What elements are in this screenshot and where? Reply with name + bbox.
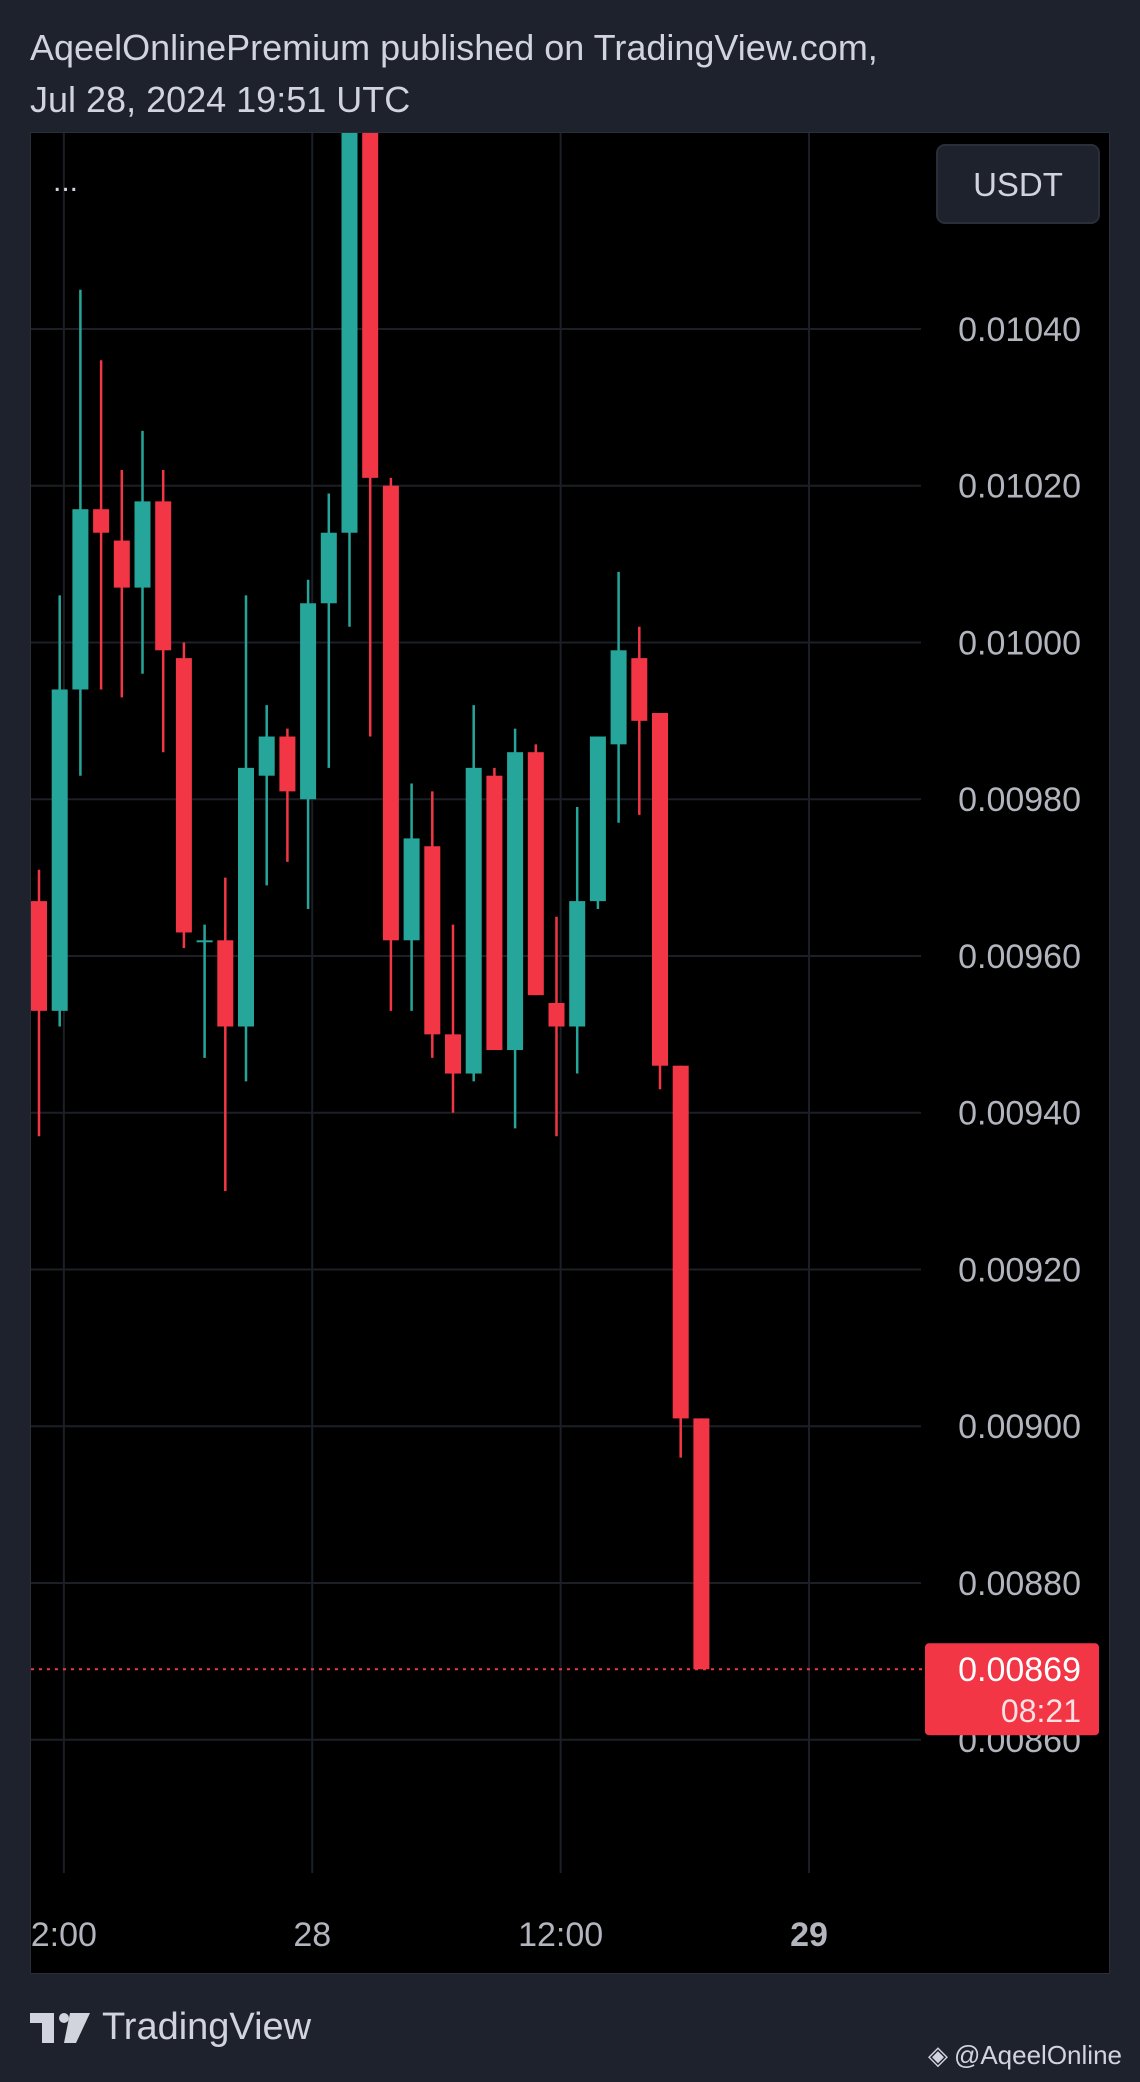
currency-label: USDT (973, 166, 1063, 203)
candle-body[interactable] (72, 509, 89, 690)
last-price-box (925, 1643, 1099, 1736)
candle-body[interactable] (279, 736, 296, 792)
candle-body[interactable] (445, 1034, 461, 1074)
currency-button[interactable] (936, 144, 1100, 224)
tradingview-logo[interactable]: TradingView (30, 2006, 311, 2049)
chart-panel[interactable]: 0.01040 0.01020 0.01000 0.00980 0.00960 0.009… (30, 132, 1110, 1974)
candle-body[interactable] (300, 603, 317, 800)
candle-body[interactable] (403, 838, 420, 941)
candle-body[interactable] (175, 658, 192, 933)
candle-body[interactable] (51, 689, 68, 1011)
publish-header: AqeelOnlinePremium published on TradingV… (30, 22, 878, 126)
candle-body[interactable] (610, 650, 627, 745)
x-tick-label: 2:00 (31, 1916, 97, 1954)
candle-body[interactable] (424, 846, 441, 1035)
y-tick-label: 0.00980 (958, 781, 1081, 819)
x-tick-label: 29 (790, 1916, 828, 1954)
y-tick-label: 0.01000 (958, 624, 1081, 662)
watermark: ◈ @AqeelOnline (928, 2040, 1122, 2071)
y-tick-label: 0.00960 (958, 938, 1081, 976)
x-tick-label: 12:00 (518, 1916, 603, 1954)
tradingview-brand: TradingView (102, 2006, 312, 2048)
candle-body[interactable] (527, 752, 544, 996)
tradingview-logo-icon (30, 2012, 90, 2043)
candle-body[interactable] (382, 485, 399, 941)
candle-body[interactable] (31, 901, 47, 1011)
candle-body[interactable] (589, 736, 606, 902)
candle-body[interactable] (652, 713, 668, 1066)
candlestick-chart[interactable]: 0.01040 0.01020 0.01000 0.00980 0.00960 0.009… (31, 133, 1109, 1973)
y-tick-label: 0.00880 (958, 1565, 1081, 1603)
publisher-line: AqeelOnlinePremium published on TradingV… (30, 27, 878, 68)
candle-body[interactable] (631, 658, 648, 721)
y-tick-label: 0.00920 (958, 1251, 1081, 1289)
candle-body[interactable] (93, 509, 110, 533)
candle-body[interactable] (362, 133, 379, 478)
candle-body[interactable] (341, 133, 358, 533)
last-price-label: 0.00869 (958, 1651, 1081, 1689)
candle-body[interactable] (258, 736, 275, 776)
candle-body[interactable] (486, 775, 503, 1051)
candle-body[interactable] (465, 767, 482, 1074)
candle-body[interactable] (238, 767, 254, 1027)
y-tick-label: 0.01040 (958, 311, 1081, 349)
candle-body[interactable] (196, 940, 213, 943)
more-menu-button: ... (53, 165, 78, 198)
candle-body[interactable] (217, 940, 234, 1027)
binance-icon: ◈ (927, 2040, 948, 2070)
candle-body[interactable] (507, 752, 524, 1051)
candle-body[interactable] (320, 532, 337, 604)
y-tick-label: 0.01020 (958, 468, 1081, 506)
publish-date: Jul 28, 2024 19:51 UTC (30, 79, 411, 120)
candle-body[interactable] (693, 1418, 710, 1670)
candle-body[interactable] (569, 901, 586, 1027)
candle-body[interactable] (113, 540, 130, 588)
y-tick-label: 0.00940 (958, 1095, 1081, 1133)
x-tick-label: 28 (293, 1916, 331, 1954)
candle-body[interactable] (155, 501, 172, 651)
watermark-handle: @AqeelOnline (953, 2040, 1122, 2070)
candle-body[interactable] (548, 1003, 565, 1027)
bar-countdown-label: 08:21 (1001, 1693, 1081, 1729)
candle-body[interactable] (672, 1065, 689, 1419)
y-tick-label: 0.00900 (958, 1408, 1081, 1446)
candle-body[interactable] (134, 501, 151, 588)
